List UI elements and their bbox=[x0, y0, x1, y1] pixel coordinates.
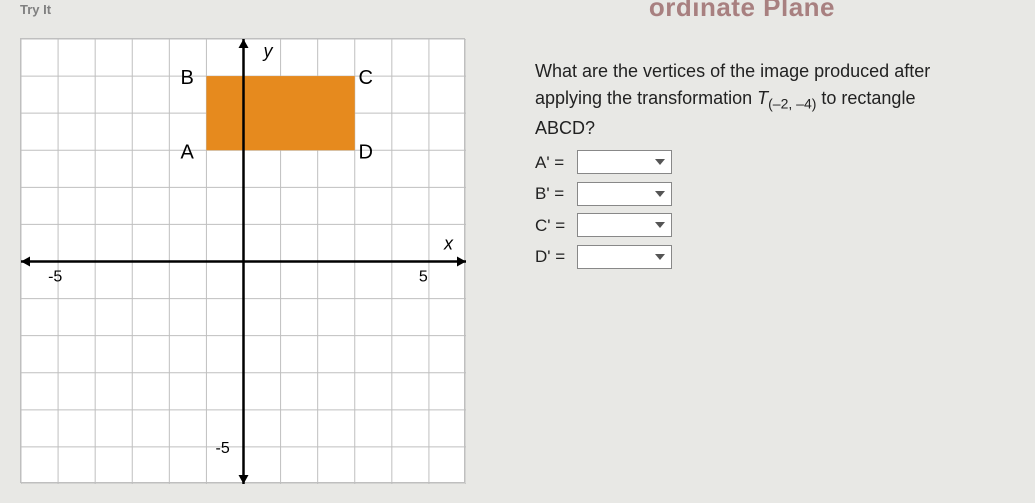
answer-b-label: B' = bbox=[535, 181, 577, 207]
chevron-down-icon bbox=[655, 254, 665, 260]
svg-text:-5: -5 bbox=[48, 269, 62, 286]
chevron-down-icon bbox=[655, 191, 665, 197]
svg-text:-5: -5 bbox=[216, 440, 230, 457]
chevron-down-icon bbox=[655, 159, 665, 165]
answer-c-dropdown[interactable] bbox=[577, 213, 672, 237]
transform-subscript: (–2, –4) bbox=[768, 96, 816, 112]
question-line3: ABCD? bbox=[535, 118, 595, 138]
question-panel: What are the vertices of the image produ… bbox=[535, 38, 930, 483]
try-it-label: Try It bbox=[20, 0, 51, 17]
coordinate-graph: y x -5 5 -5 A B C D bbox=[20, 38, 465, 483]
question-line2b: to rectangle bbox=[816, 88, 915, 108]
svg-text:x: x bbox=[443, 234, 454, 254]
answer-b-dropdown[interactable] bbox=[577, 182, 672, 206]
page-title-partial: ordinate Plane bbox=[51, 0, 1015, 23]
answer-a-label: A' = bbox=[535, 150, 577, 176]
answer-c-label: C' = bbox=[535, 213, 577, 239]
question-line2a: applying the transformation bbox=[535, 88, 757, 108]
svg-text:B: B bbox=[180, 67, 193, 89]
svg-text:C: C bbox=[358, 67, 372, 89]
svg-text:A: A bbox=[180, 141, 194, 163]
svg-text:y: y bbox=[262, 41, 274, 61]
answer-d-dropdown[interactable] bbox=[577, 245, 672, 269]
svg-text:5: 5 bbox=[419, 269, 428, 286]
svg-text:D: D bbox=[358, 141, 372, 163]
answer-a-dropdown[interactable] bbox=[577, 150, 672, 174]
chevron-down-icon bbox=[655, 222, 665, 228]
answer-d-label: D' = bbox=[535, 244, 577, 270]
transform-base: T bbox=[757, 88, 768, 108]
question-line1: What are the vertices of the image produ… bbox=[535, 61, 930, 81]
answers-block: A' = B' = C' = D' = bbox=[535, 150, 930, 270]
